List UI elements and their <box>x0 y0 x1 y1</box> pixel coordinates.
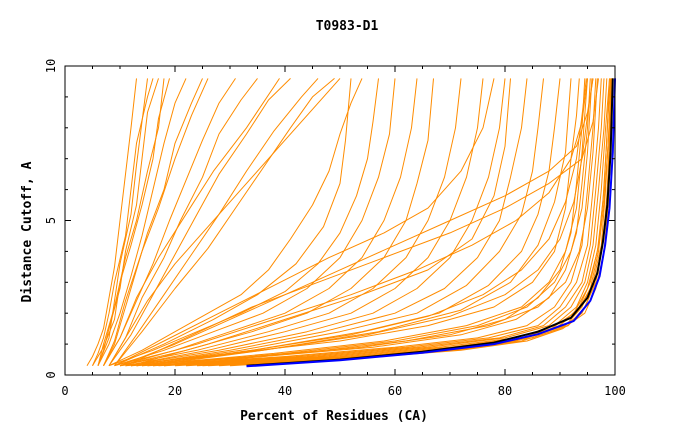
series-line-model-a8 <box>108 78 258 366</box>
series-line-model-c3 <box>152 78 605 367</box>
series-layer <box>86 78 616 368</box>
x-axis-label: Percent of Residues (CA) <box>240 409 428 424</box>
x-tick-label: 60 <box>388 384 402 398</box>
series-line-model-b7 <box>125 78 484 367</box>
series-line-model-b11 <box>136 78 561 367</box>
series-line-model-c15 <box>141 78 587 367</box>
chart-title: T0983-D1 <box>316 19 379 34</box>
series-line-model-b1 <box>108 78 363 367</box>
y-tick-label: 10 <box>44 59 58 73</box>
series-line-model-c19 <box>152 78 593 367</box>
series-line-model-a11 <box>114 78 335 367</box>
series-line-model-c5 <box>163 78 610 367</box>
series-line-model-b16 <box>114 78 495 367</box>
series-line-model-c20 <box>163 78 598 367</box>
series-line-model-a4 <box>92 78 170 366</box>
series-line-model-b8 <box>125 78 506 367</box>
series-line-model-b17 <box>114 78 352 367</box>
series-line-model-b10 <box>130 78 544 367</box>
series-line-model-c11 <box>119 78 580 367</box>
series-line-model-b14 <box>119 78 588 367</box>
series-line-model-b3 <box>114 78 396 367</box>
series-line-model-c16 <box>147 78 594 367</box>
series-line-model-c9 <box>130 78 591 367</box>
series-line-model-a9 <box>108 78 291 366</box>
series-line-model-a13 <box>97 78 165 366</box>
series-line-model-a14 <box>103 78 209 366</box>
y-tick-label: 0 <box>44 371 58 378</box>
series-line-model-c4 <box>158 78 608 367</box>
series-line-model-a5 <box>97 78 187 366</box>
x-tick-label: 40 <box>278 384 292 398</box>
series-line-model-a1 <box>86 78 137 366</box>
series-line-model-b15 <box>125 78 599 367</box>
series-line-model-b5 <box>119 78 434 367</box>
x-tick-label: 20 <box>168 384 182 398</box>
x-tick-label: 0 <box>61 384 68 398</box>
series-line-model-b4 <box>114 78 418 367</box>
y-axis-label: Distance Cutoff, A <box>20 161 35 302</box>
series-line-model-b2 <box>108 78 379 367</box>
series-line-model-c17 <box>207 78 610 367</box>
series-line-model-a16 <box>108 78 341 366</box>
series-line-model-b18 <box>130 78 511 367</box>
series-line-model-c10 <box>125 78 586 367</box>
series-line-model-a2 <box>92 78 154 366</box>
series-line-model-a15 <box>103 78 280 366</box>
series-line-model-a6 <box>103 78 203 366</box>
series-line-model-c12 <box>136 78 588 367</box>
series-line-model-a12 <box>97 78 148 366</box>
series-line-model-c1 <box>141 78 597 367</box>
series-line-model-c6 <box>174 78 612 367</box>
x-tick-label: 80 <box>498 384 512 398</box>
x-tick-label: 100 <box>604 384 626 398</box>
y-tick-label: 5 <box>44 217 58 224</box>
plot-frame <box>64 65 616 376</box>
series-line-model-best-blue <box>246 78 616 368</box>
series-line-model-b9 <box>130 78 528 367</box>
series-line-model-b6 <box>119 78 462 367</box>
series-line-model-c2 <box>147 78 602 367</box>
